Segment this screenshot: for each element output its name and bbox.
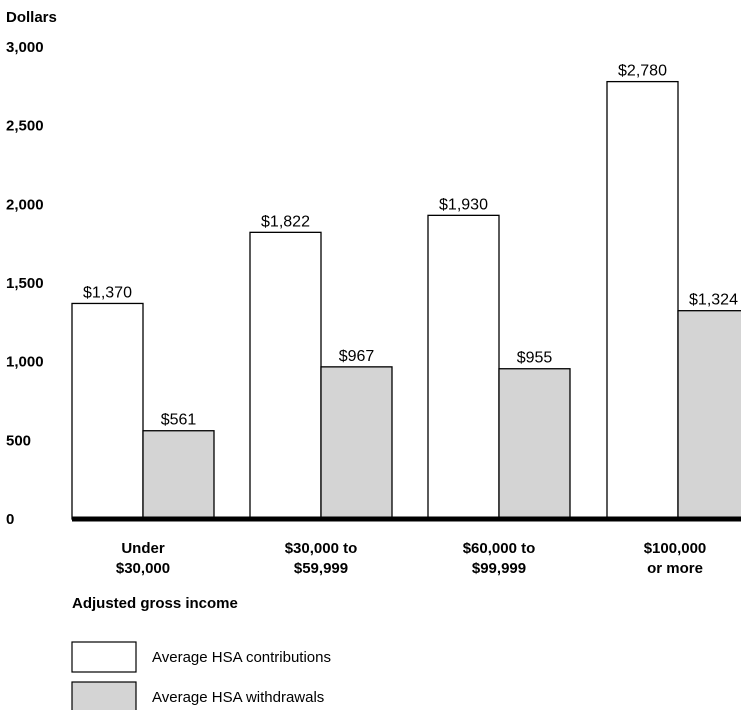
y-axis-ticks: 0 500 1,000 1,500 2,000 2,500 3,000: [6, 39, 44, 528]
y-tick-label: 0: [6, 511, 14, 528]
bar-value-label: $561: [161, 412, 197, 429]
contribution-bar: [249, 231, 322, 520]
contribution-bar: [427, 214, 500, 520]
x-axis-title: Adjusted gross income: [72, 595, 238, 612]
category-labels: Under $30,000 $30,000 to $59,999 $60,000 to $…: [116, 540, 706, 577]
bar-value-label: $955: [517, 350, 553, 367]
legend-swatch: [71, 681, 137, 710]
y-tick-label: 1,000: [6, 354, 44, 371]
bar-value-label: $967: [339, 348, 375, 365]
bar-value-label: $1,324: [689, 292, 738, 309]
bar-value-label: $1,930: [439, 196, 488, 213]
legend-swatch: [71, 641, 137, 673]
category-label: Under: [121, 540, 165, 557]
category-label: $59,999: [294, 560, 348, 577]
withdrawal-bar: [320, 366, 393, 520]
contribution-bar: [606, 80, 679, 520]
withdrawal-bar: [677, 310, 741, 520]
y-tick-label: 2,000: [6, 196, 44, 213]
value-labels: $1,370 $1,822 $1,930 $2,780 $561 $967 $955 $1,3…: [83, 63, 738, 429]
contribution-bar: [71, 302, 144, 520]
category-label: $100,000: [644, 540, 707, 557]
y-axis-title: Dollars: [6, 9, 57, 26]
bar-value-label: $2,780: [618, 63, 667, 80]
withdrawal-bar: [142, 430, 215, 520]
y-tick-label: 2,500: [6, 118, 44, 135]
legend: Average HSA contributions Average HSA wit…: [71, 641, 331, 710]
bar-value-label: $1,822: [261, 213, 310, 230]
category-label: $30,000 to: [285, 540, 358, 557]
bars: [71, 80, 741, 520]
y-tick-label: 1,500: [6, 275, 44, 292]
bar-value-label: $1,370: [83, 284, 132, 301]
legend-label: Average HSA contributions: [152, 649, 331, 666]
y-tick-label: 500: [6, 432, 31, 449]
category-label: $30,000: [116, 560, 170, 577]
category-label: $60,000 to: [463, 540, 536, 557]
legend-label: Average HSA withdrawals: [152, 689, 324, 706]
y-tick-label: 3,000: [6, 39, 44, 56]
category-label: or more: [647, 560, 703, 577]
withdrawal-bar: [498, 368, 571, 520]
category-label: $99,999: [472, 560, 526, 577]
